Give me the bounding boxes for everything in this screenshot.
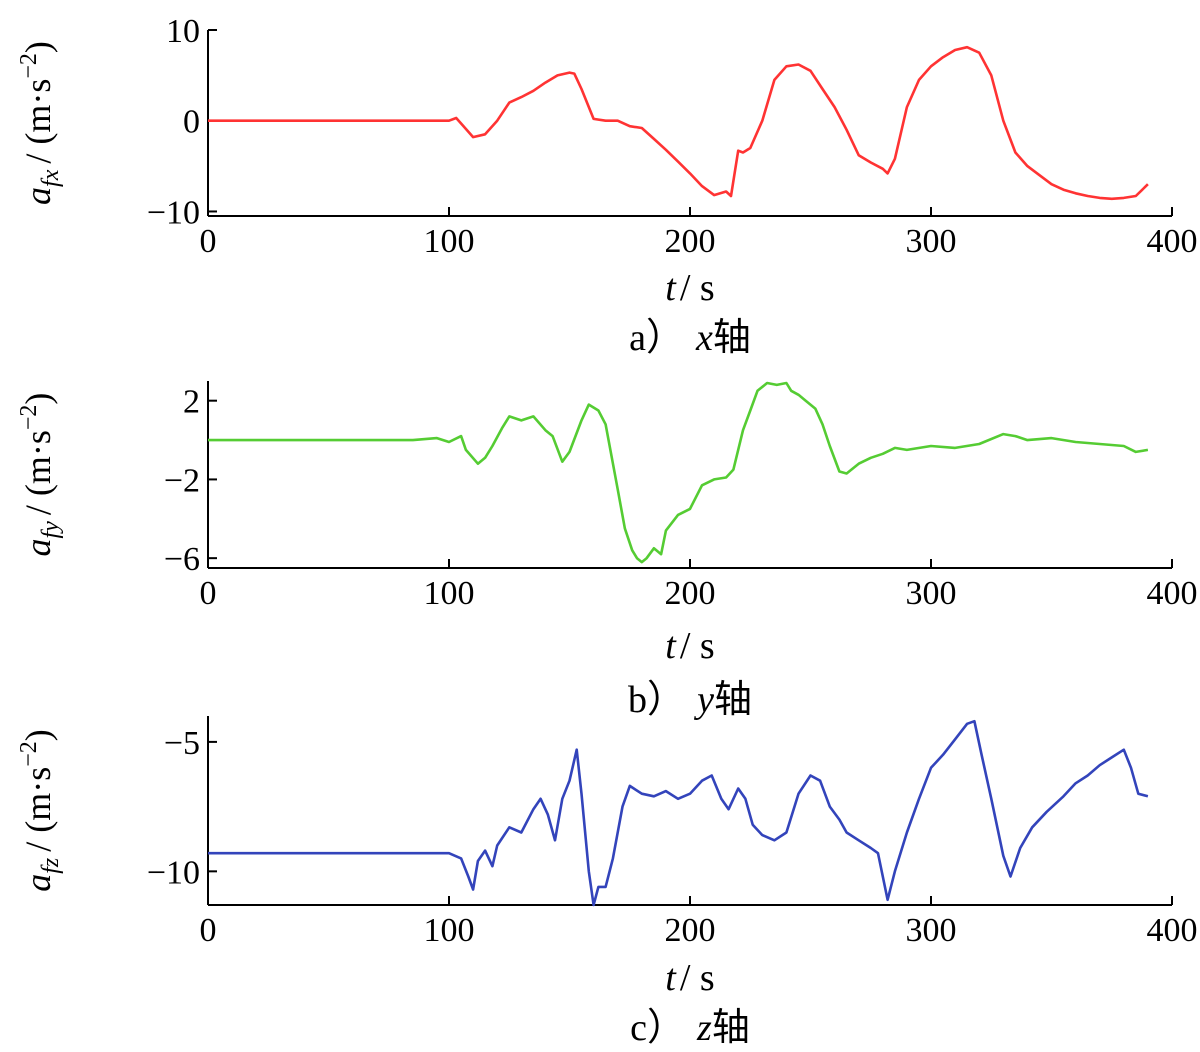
x-axis-label: t / s: [665, 267, 714, 309]
y-axis-label-sub: fy: [38, 521, 64, 539]
panel-caption: a） x轴: [629, 317, 751, 359]
y-tick-label: 2: [183, 384, 200, 421]
y-axis-label-close: ): [18, 393, 58, 405]
y-axis-label-exp: −2: [16, 53, 42, 79]
y-axis-label-close: ): [18, 729, 58, 741]
y-tick-label: −2: [164, 462, 200, 499]
x-tick-label: 100: [424, 223, 475, 260]
x-axis-label-unit: / s: [680, 267, 715, 309]
x-tick-label: 300: [906, 912, 957, 949]
caption-axis: y: [693, 679, 714, 721]
series-line-x: [208, 45, 1149, 201]
y-axis-label-sub: fz: [38, 857, 64, 874]
x-axis-label-var: t: [665, 625, 677, 667]
x-tick-label: 100: [424, 912, 475, 949]
y-axis-label-unit: / (m·s: [18, 767, 58, 852]
y-tick-label: −10: [147, 854, 200, 891]
chart-panel-z: 0 100 200 300 400 −10 −5 afz / (m·s−2) t / s c） z轴: [16, 716, 1198, 1049]
y-axis-label-unit: / (m·s: [18, 430, 58, 515]
y-tick-label: 0: [183, 104, 200, 141]
x-axis-label: t / s: [665, 625, 714, 667]
x-tick-label: 0: [200, 912, 217, 949]
series-line-y: [208, 381, 1149, 564]
x-tick-label: 200: [665, 575, 716, 612]
x-tick-label: 400: [1147, 223, 1198, 260]
x-axis-label-unit: / s: [680, 625, 715, 667]
x-tick-label: 100: [424, 575, 475, 612]
y-axis-label-unit: / (m·s: [18, 79, 58, 164]
x-tick-label: 400: [1147, 912, 1198, 949]
caption-axis: z: [696, 1007, 712, 1049]
caption-suffix: 轴: [714, 679, 752, 721]
y-axis-label-close: ): [18, 41, 58, 53]
x-tick-label: 300: [906, 223, 957, 260]
y-axis-label-var: a: [18, 538, 58, 556]
x-tick-label: 0: [200, 223, 217, 260]
y-axis-label: afz / (m·s−2): [16, 729, 64, 892]
y-tick-label: −5: [164, 725, 200, 762]
caption-letter: a）: [629, 317, 684, 359]
caption-suffix: 轴: [712, 1007, 750, 1049]
y-axis-label-exp: −2: [16, 741, 42, 767]
series-line-z: [208, 719, 1149, 907]
y-tick-label: −10: [147, 194, 200, 231]
caption-letter: c）: [630, 1007, 685, 1049]
y-axis-label-exp: −2: [16, 405, 42, 431]
x-axis-label-var: t: [665, 267, 677, 309]
y-axis-label-var: a: [18, 874, 58, 892]
x-tick-label: 200: [665, 223, 716, 260]
x-tick-label: 0: [200, 575, 217, 612]
x-tick-label: 400: [1147, 575, 1198, 612]
y-tick-label: −6: [164, 541, 200, 578]
y-axis-label-var: a: [18, 187, 58, 205]
x-tick-label: 200: [665, 912, 716, 949]
y-axis-label: afy / (m·s−2): [16, 393, 64, 557]
x-axis-label: t / s: [665, 957, 714, 999]
panel-caption: b） y轴: [628, 679, 752, 721]
y-axis-label: afx / (m·s−2): [16, 41, 64, 205]
caption-suffix: 轴: [713, 317, 751, 359]
y-tick-label: 10: [166, 13, 200, 50]
caption-axis: x: [695, 317, 713, 359]
x-axis-label-var: t: [665, 957, 677, 999]
panel-caption: c） z轴: [630, 1007, 750, 1049]
x-tick-label: 300: [906, 575, 957, 612]
caption-letter: b）: [628, 679, 685, 721]
y-axis-label-sub: fx: [38, 169, 64, 187]
x-axis-label-unit: / s: [680, 957, 715, 999]
